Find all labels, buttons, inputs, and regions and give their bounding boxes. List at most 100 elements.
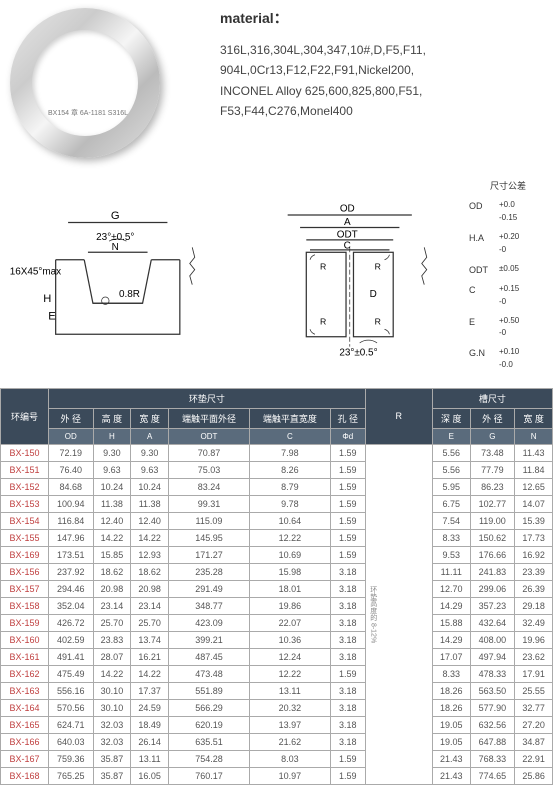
cell: 18.62 xyxy=(131,563,169,580)
cell: 1.59 xyxy=(330,444,365,461)
cell: 12.22 xyxy=(249,665,330,682)
cell: 16.05 xyxy=(131,767,169,784)
svg-text:E: E xyxy=(48,310,55,322)
cell: 21.43 xyxy=(432,767,470,784)
cell: 475.49 xyxy=(49,665,94,682)
cell: 116.84 xyxy=(49,512,94,529)
cell: 20.98 xyxy=(131,580,169,597)
cell: 3.18 xyxy=(330,614,365,631)
tolerance-block: 尺寸公差 OD+0.0 -0.15H.A+0.20 -0ODT±0.05C+0.… xyxy=(469,179,547,378)
svg-text:OD: OD xyxy=(339,203,354,214)
svg-text:R: R xyxy=(319,262,325,272)
cell: 760.17 xyxy=(169,767,250,784)
row-id: BX-159 xyxy=(1,614,49,631)
header-cn: 端触平直宽度 xyxy=(249,408,330,428)
cell: 3.18 xyxy=(330,682,365,699)
cell: 8.33 xyxy=(432,665,470,682)
cell: 8.03 xyxy=(249,750,330,767)
row-id: BX-157 xyxy=(1,580,49,597)
cell: 11.38 xyxy=(131,495,169,512)
cell: 352.04 xyxy=(49,597,94,614)
material-title: material： xyxy=(220,8,543,28)
header-en: A xyxy=(131,428,169,444)
cell: 1.59 xyxy=(330,665,365,682)
table-row: BX-15284.6810.2410.2483.248.791.595.9586… xyxy=(1,478,553,495)
cell: 632.56 xyxy=(470,716,515,733)
cell: 18.62 xyxy=(93,563,131,580)
col-id: 环编号 xyxy=(1,388,49,444)
cell: 26.39 xyxy=(515,580,553,597)
cell: 10.97 xyxy=(249,767,330,784)
table-row: BX-165624.7132.0318.49620.1913.973.1819.… xyxy=(1,716,553,733)
row-id: BX-156 xyxy=(1,563,49,580)
row-id: BX-155 xyxy=(1,529,49,546)
material-body: 316L,316,304L,304,347,10#,D,F5,F11, 904L… xyxy=(220,40,543,122)
cell: 647.88 xyxy=(470,733,515,750)
row-id: BX-161 xyxy=(1,648,49,665)
cell: 12.70 xyxy=(432,580,470,597)
row-id: BX-165 xyxy=(1,716,49,733)
header-en: H xyxy=(93,428,131,444)
cell: 32.03 xyxy=(93,716,131,733)
cell: 18.49 xyxy=(131,716,169,733)
cell: 497.94 xyxy=(470,648,515,665)
header-cn-row: 外 径高 度宽 度端触平面外径端触平直宽度孔 径深 度外 径宽 度 xyxy=(1,408,553,428)
cell: 100.94 xyxy=(49,495,94,512)
header-en: ODT xyxy=(169,428,250,444)
header-en: E xyxy=(432,428,470,444)
cell: 19.86 xyxy=(249,597,330,614)
cell: 14.29 xyxy=(432,597,470,614)
header-cn: 宽 度 xyxy=(515,408,553,428)
cell: 15.98 xyxy=(249,563,330,580)
cell: 235.28 xyxy=(169,563,250,580)
row-id: BX-163 xyxy=(1,682,49,699)
cell: 19.96 xyxy=(515,631,553,648)
row-id: BX-166 xyxy=(1,733,49,750)
table-row: BX-154116.8412.4012.40115.0910.641.597.5… xyxy=(1,512,553,529)
cell: 1.59 xyxy=(330,750,365,767)
svg-text:R: R xyxy=(374,262,380,272)
cell: 环垫高度的 8-12% xyxy=(365,444,432,784)
cell: 5.95 xyxy=(432,478,470,495)
cell: 23.83 xyxy=(93,631,131,648)
cell: 635.51 xyxy=(169,733,250,750)
header-en: C xyxy=(249,428,330,444)
cell: 18.26 xyxy=(432,682,470,699)
cell: 473.48 xyxy=(169,665,250,682)
cell: 20.32 xyxy=(249,699,330,716)
group-groove: 槽尺寸 xyxy=(432,388,552,408)
svg-text:R: R xyxy=(319,316,325,326)
cell: 11.43 xyxy=(515,444,553,461)
cell: 1.59 xyxy=(330,767,365,784)
cell: 237.92 xyxy=(49,563,94,580)
cell: 23.14 xyxy=(93,597,131,614)
cell: 19.05 xyxy=(432,716,470,733)
row-id: BX-167 xyxy=(1,750,49,767)
cell: 13.11 xyxy=(249,682,330,699)
cell: 11.38 xyxy=(93,495,131,512)
cell: 8.26 xyxy=(249,461,330,478)
cell: 3.18 xyxy=(330,648,365,665)
tolerance-row: ODT±0.05 xyxy=(469,263,547,277)
cell: 119.00 xyxy=(470,512,515,529)
row-id: BX-151 xyxy=(1,461,49,478)
cell: 99.31 xyxy=(169,495,250,512)
header-cn: 孔 径 xyxy=(330,408,365,428)
cell: 86.23 xyxy=(470,478,515,495)
svg-text:16X45°max: 16X45°max xyxy=(10,267,61,278)
cell: 3.18 xyxy=(330,580,365,597)
table-body: BX-15072.199.309.3070.877.981.59环垫高度的 8-… xyxy=(1,444,553,784)
ring-image: BX154 章 6A-1181 S316L xyxy=(10,8,200,163)
header-cn: 外 径 xyxy=(470,408,515,428)
cell: 11.84 xyxy=(515,461,553,478)
header-en-row: ODHAODTCΦdEGN xyxy=(1,428,553,444)
group-ring: 环垫尺寸 xyxy=(49,388,366,408)
cell: 7.54 xyxy=(432,512,470,529)
cell: 9.53 xyxy=(432,546,470,563)
svg-text:ODT: ODT xyxy=(336,229,357,240)
cell: 15.88 xyxy=(432,614,470,631)
table-row: BX-159426.7225.7025.70423.0922.073.1815.… xyxy=(1,614,553,631)
table-row: BX-166640.0332.0326.14635.5121.623.1819.… xyxy=(1,733,553,750)
cell: 640.03 xyxy=(49,733,94,750)
cell: 7.98 xyxy=(249,444,330,461)
